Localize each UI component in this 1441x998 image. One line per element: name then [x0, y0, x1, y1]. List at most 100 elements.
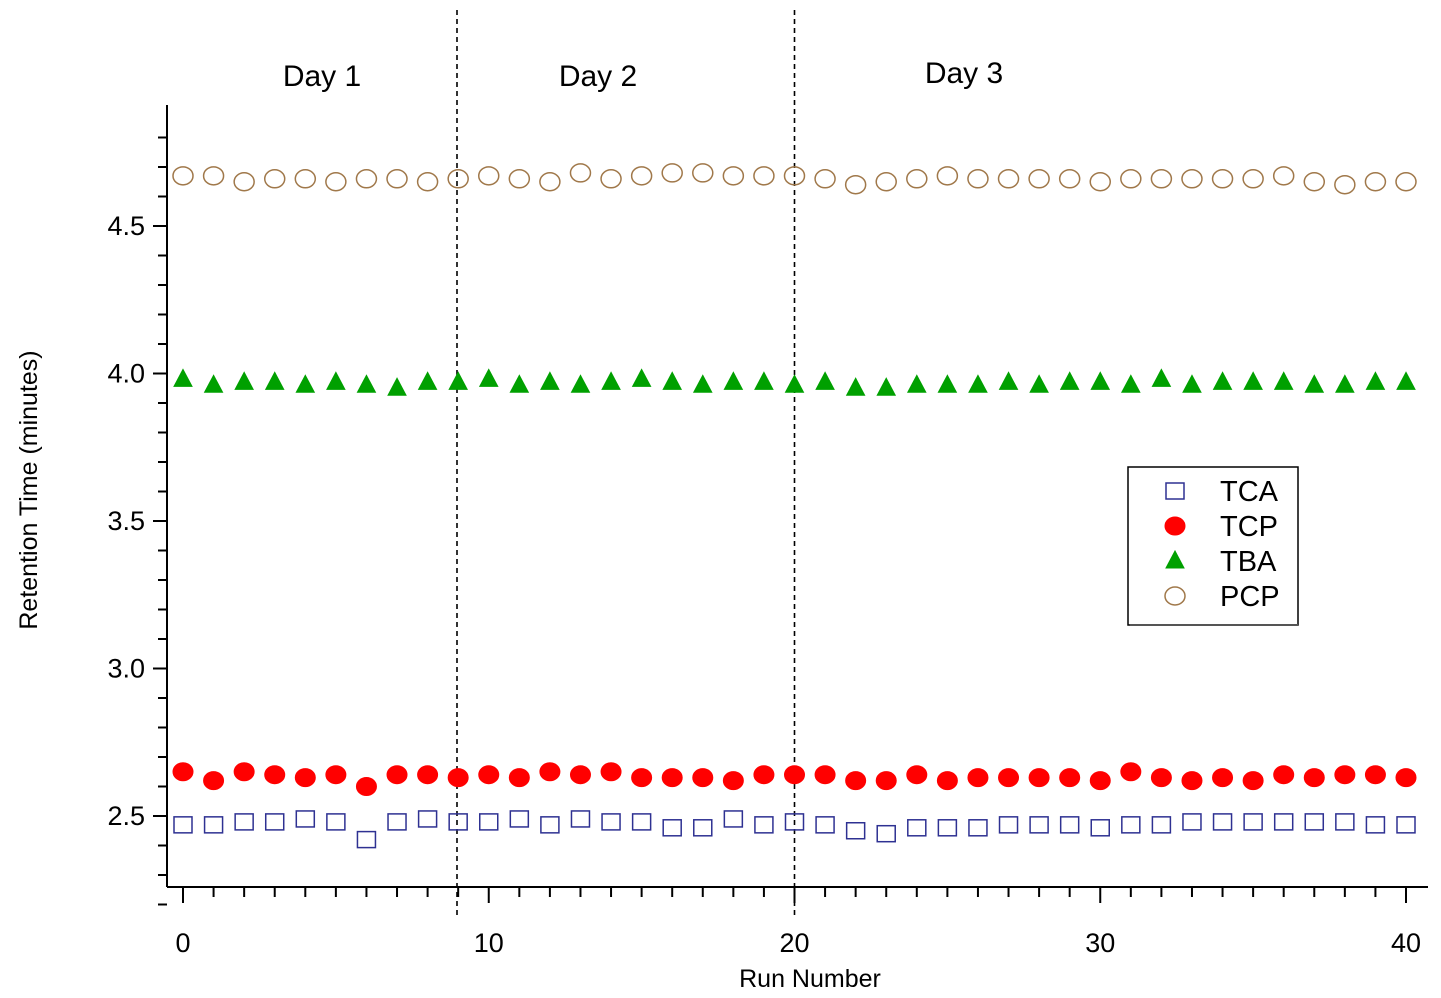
data-point-pcp	[204, 167, 224, 185]
data-point-pcp	[1274, 167, 1294, 185]
data-point-tcp	[785, 766, 805, 784]
data-point-pcp	[1029, 170, 1049, 188]
data-point-tcp	[1274, 766, 1294, 784]
data-point-tba	[1152, 369, 1170, 386]
y-tick-label: 2.5	[107, 801, 145, 831]
data-point-tba	[663, 372, 681, 389]
day-label: Day 1	[283, 60, 361, 93]
data-point-pcp	[418, 173, 438, 191]
data-point-tba	[1397, 372, 1415, 389]
data-point-tca	[419, 811, 437, 827]
data-point-tba	[266, 372, 284, 389]
data-point-pcp	[479, 167, 499, 185]
data-point-pcp	[632, 167, 652, 185]
data-point-tcp	[693, 769, 713, 787]
data-point-tca	[449, 814, 467, 830]
data-point-pcp	[693, 164, 713, 182]
x-tick-label: 10	[474, 928, 504, 958]
data-point-tcp	[1213, 769, 1233, 787]
data-point-tcp	[1060, 769, 1080, 787]
data-point-tca	[1000, 817, 1018, 833]
legend-label-pcp: PCP	[1220, 581, 1280, 613]
data-point-tcp	[1243, 772, 1263, 790]
data-point-tcp	[876, 772, 896, 790]
y-tick-label: 3.0	[107, 654, 145, 684]
data-point-pcp	[387, 170, 407, 188]
data-point-tba	[1336, 375, 1354, 392]
data-point-tcp	[418, 766, 438, 784]
data-point-tcp	[937, 772, 957, 790]
series-pcp	[173, 164, 1416, 194]
data-point-tba	[296, 375, 314, 392]
data-point-pcp	[540, 173, 560, 191]
data-point-tba	[1305, 375, 1323, 392]
data-point-tcp	[1029, 769, 1049, 787]
data-point-pcp	[754, 167, 774, 185]
data-point-tca	[663, 820, 681, 836]
data-point-pcp	[1182, 170, 1202, 188]
data-point-tcp	[723, 772, 743, 790]
y-tick-label: 4.5	[107, 211, 145, 241]
data-point-tcp	[509, 769, 529, 787]
legend-label-tcp: TCP	[1220, 511, 1278, 543]
data-point-tcp	[356, 778, 376, 796]
data-point-tca	[1275, 814, 1293, 830]
data-point-tcp	[1121, 763, 1141, 781]
data-point-tcp	[754, 766, 774, 784]
legend-marker-tcp	[1165, 517, 1185, 535]
x-tick-label: 40	[1391, 928, 1421, 958]
data-point-tcp	[173, 763, 193, 781]
data-point-tba	[388, 378, 406, 395]
data-point-tca	[1122, 817, 1140, 833]
data-point-tcp	[1151, 769, 1171, 787]
data-point-tca	[1336, 814, 1354, 830]
data-point-tca	[816, 817, 834, 833]
data-point-tca	[1152, 817, 1170, 833]
data-point-pcp	[1060, 170, 1080, 188]
x-axis-label: Run Number	[739, 965, 881, 993]
data-point-tcp	[570, 766, 590, 784]
data-point-tca	[847, 823, 865, 839]
data-point-pcp	[662, 164, 682, 182]
data-point-tba	[633, 369, 651, 386]
data-point-tba	[1183, 375, 1201, 392]
data-point-tca	[480, 814, 498, 830]
data-point-tcp	[1365, 766, 1385, 784]
data-point-tca	[908, 820, 926, 836]
data-point-tca	[1397, 817, 1415, 833]
data-point-tca	[1183, 814, 1201, 830]
data-point-pcp	[937, 167, 957, 185]
data-point-tca	[1366, 817, 1384, 833]
data-point-tba	[938, 375, 956, 392]
data-point-pcp	[1365, 173, 1385, 191]
data-point-pcp	[815, 170, 835, 188]
data-point-tba	[602, 372, 620, 389]
data-point-tba	[1214, 372, 1232, 389]
data-point-pcp	[1396, 173, 1416, 191]
data-point-tcp	[815, 766, 835, 784]
data-point-tba	[694, 375, 712, 392]
data-point-tba	[724, 372, 742, 389]
data-point-tba	[510, 375, 528, 392]
x-tick-label: 20	[779, 928, 809, 958]
data-point-tca	[205, 817, 223, 833]
data-point-tcp	[1182, 772, 1202, 790]
y-tick-label: 3.5	[107, 506, 145, 536]
data-point-tba	[1366, 372, 1384, 389]
y-tick-label: 4.0	[107, 359, 145, 389]
data-point-pcp	[295, 170, 315, 188]
data-point-tba	[877, 378, 895, 395]
data-point-tba	[327, 372, 345, 389]
data-point-tba	[755, 372, 773, 389]
data-point-pcp	[968, 170, 988, 188]
data-point-pcp	[876, 173, 896, 191]
data-point-tba	[1030, 375, 1048, 392]
data-point-tba	[480, 369, 498, 386]
x-tick-label: 0	[175, 928, 190, 958]
data-point-tcp	[387, 766, 407, 784]
data-point-tcp	[1396, 769, 1416, 787]
data-point-pcp	[1090, 173, 1110, 191]
data-point-pcp	[265, 170, 285, 188]
data-point-tca	[694, 820, 712, 836]
data-point-tca	[571, 811, 589, 827]
